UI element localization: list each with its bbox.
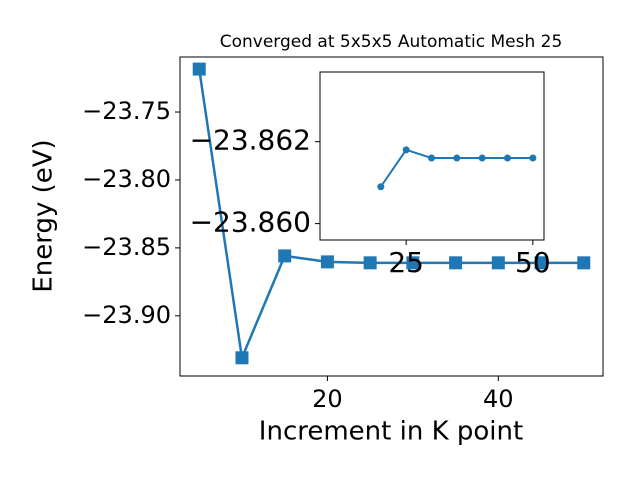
marker — [534, 256, 548, 270]
marker — [491, 256, 505, 270]
marker — [577, 256, 591, 270]
marker — [192, 62, 206, 76]
marker — [529, 154, 537, 162]
marker — [453, 154, 461, 162]
chart-title: Converged at 5x5x5 Automatic Mesh 25 — [220, 32, 563, 52]
marker — [504, 154, 512, 162]
y-axis-label: Energy (eV) — [29, 139, 59, 292]
y-tick-label: −23.90 — [82, 301, 171, 329]
marker — [406, 256, 420, 270]
marker — [449, 256, 463, 270]
marker — [377, 183, 385, 191]
x-tick-label: 50 — [515, 246, 551, 279]
y-tick-label: −23.862 — [190, 124, 311, 157]
x-tick-label: 25 — [388, 246, 424, 279]
axes-frame — [179, 56, 604, 377]
marker — [278, 249, 292, 263]
axes-frame — [319, 71, 545, 241]
marker — [235, 351, 249, 365]
marker — [478, 154, 486, 162]
y-tick-label: −23.75 — [82, 97, 171, 125]
marker — [427, 154, 435, 162]
y-tick-label: −23.80 — [82, 165, 171, 193]
y-tick-label: −23.860 — [190, 206, 311, 239]
marker — [320, 255, 334, 269]
x-tick-label: 20 — [312, 385, 343, 413]
x-axis-label: Increment in K point — [259, 417, 523, 447]
series-line — [197, 68, 584, 363]
y-tick-label: −23.85 — [82, 233, 171, 261]
marker — [363, 256, 377, 270]
x-tick-label: 40 — [483, 385, 514, 413]
marker — [402, 146, 410, 154]
